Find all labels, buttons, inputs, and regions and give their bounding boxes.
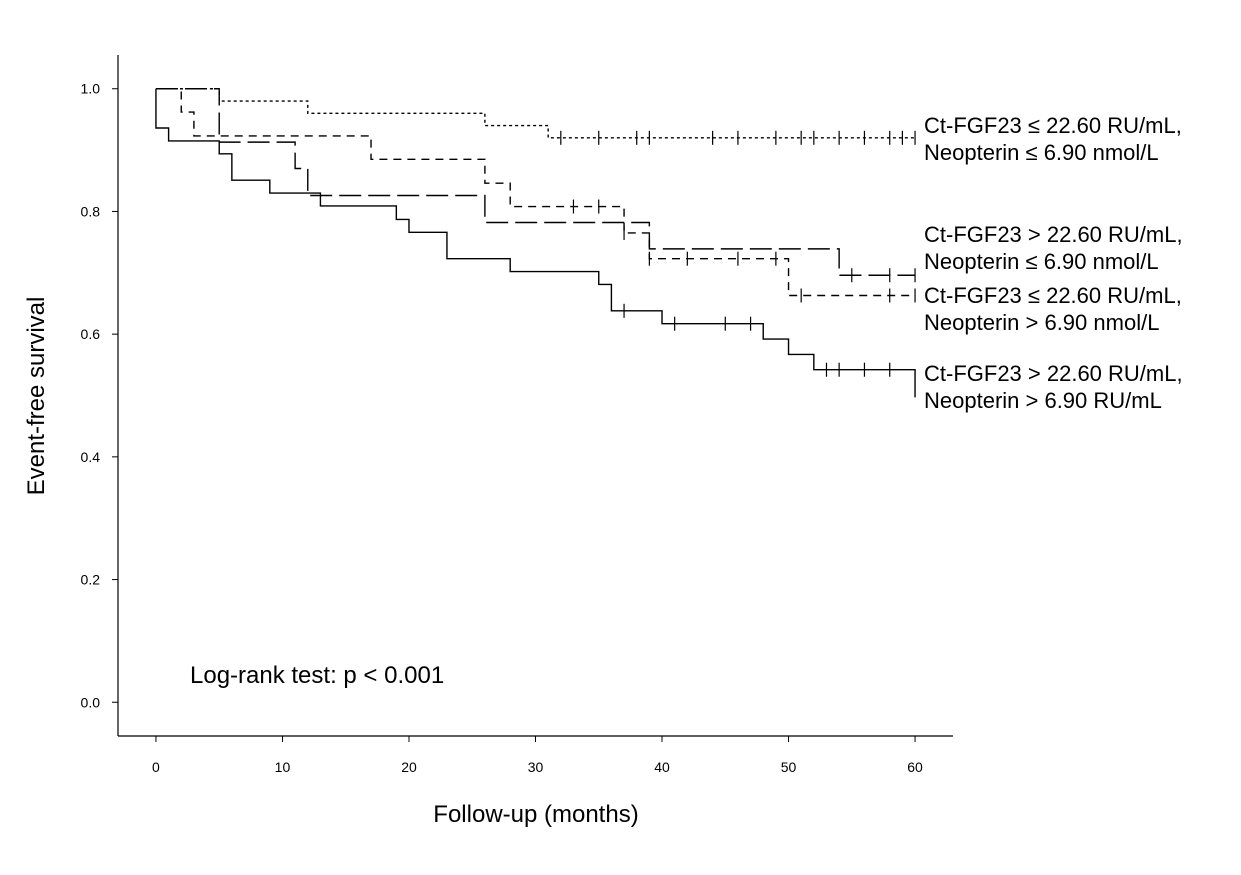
curve-label-line: Neopterin > 6.90 RU/mL xyxy=(924,388,1162,413)
curve-labels: Ct-FGF23 ≤ 22.60 RU/mL,Neopterin ≤ 6.90 … xyxy=(924,113,1183,413)
survival-curve-4 xyxy=(155,88,916,398)
survival-curves xyxy=(155,88,916,398)
y-tick-label: 0.8 xyxy=(81,203,101,219)
y-tick-label: 0.0 xyxy=(81,694,101,710)
curve-line xyxy=(155,88,916,398)
y-tick-label: 0.2 xyxy=(81,572,101,588)
survival-curve-2 xyxy=(155,88,916,283)
y-tick-label: 1.0 xyxy=(81,81,101,97)
curve-label-line: Neopterin ≤ 6.90 nmol/L xyxy=(924,140,1159,165)
axes: 0.0 0.2 0.4 0.6 0.8 1.0 0 10 20 30 40 50 60 xyxy=(81,55,953,775)
log-rank-annotation: Log-rank test: p < 0.001 xyxy=(190,662,444,689)
survival-curve-3 xyxy=(155,88,916,303)
x-tick-label: 40 xyxy=(654,759,670,775)
x-tick-label: 0 xyxy=(152,759,160,775)
curve-label-line: Ct-FGF23 > 22.60 RU/mL, xyxy=(924,361,1183,386)
curve-line xyxy=(155,88,916,276)
curve-label-line: Ct-FGF23 ≤ 22.60 RU/mL, xyxy=(924,283,1182,308)
curve-label-line: Neopterin ≤ 6.90 nmol/L xyxy=(924,249,1159,274)
x-tick-label: 30 xyxy=(528,759,544,775)
curve-label-line: Ct-FGF23 ≤ 22.60 RU/mL, xyxy=(924,113,1182,138)
curve-line xyxy=(155,88,916,139)
x-axis-title: Follow-up (months) xyxy=(433,801,638,828)
x-tick-label: 20 xyxy=(401,759,417,775)
x-tick-label: 60 xyxy=(907,759,923,775)
curve-line xyxy=(155,88,916,297)
x-tick-label: 10 xyxy=(275,759,291,775)
y-tick-label: 0.6 xyxy=(81,326,101,342)
curve-label-line: Ct-FGF23 > 22.60 RU/mL, xyxy=(924,222,1183,247)
curve-label-line: Neopterin > 6.90 nmol/L xyxy=(924,310,1159,335)
x-tick-label: 50 xyxy=(781,759,797,775)
y-axis-title: Event-free survival xyxy=(23,297,50,496)
y-tick-label: 0.4 xyxy=(81,449,101,465)
